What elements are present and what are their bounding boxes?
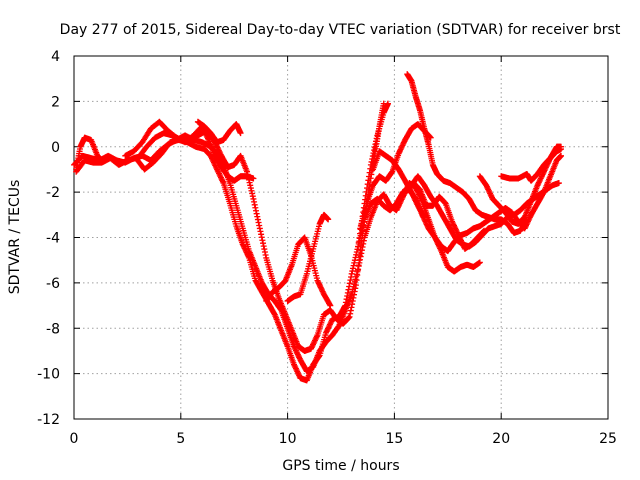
y-tick-label: -8 — [46, 321, 60, 337]
x-axis-label: GPS time / hours — [282, 458, 399, 474]
series-12 — [404, 71, 530, 236]
x-tick-label: 0 — [70, 431, 79, 447]
x-tick-label: 20 — [492, 431, 510, 447]
x-tick-label: 15 — [385, 431, 403, 447]
series-8 — [284, 211, 332, 305]
y-tick-label: -12 — [37, 412, 60, 428]
y-tick-label: -2 — [46, 185, 60, 201]
series-6 — [194, 118, 244, 146]
chart-title: Day 277 of 2015, Sidereal Day-to-day VTE… — [60, 22, 621, 38]
series-14 — [370, 148, 428, 221]
axis-ticks — [73, 55, 609, 420]
y-tick-label: -6 — [46, 276, 60, 292]
data-point — [237, 130, 244, 137]
y-axis-label: SDTVAR / TECUs — [7, 180, 23, 295]
series-13 — [410, 180, 488, 252]
data-point — [384, 100, 391, 107]
data-point — [558, 143, 565, 150]
y-tick-label: 0 — [51, 140, 60, 156]
y-tick-label: -10 — [37, 367, 60, 383]
data-point — [481, 227, 488, 234]
data-point — [558, 152, 565, 159]
series-2 — [73, 136, 565, 384]
data-point — [98, 157, 105, 164]
data-point — [250, 175, 257, 182]
y-tick-label: 2 — [51, 94, 60, 110]
data-point — [421, 214, 428, 221]
x-tick-label: 25 — [599, 431, 617, 447]
data-point — [325, 216, 332, 223]
x-tick-label: 5 — [176, 431, 185, 447]
data-point — [327, 302, 334, 309]
y-tick-labels: 4 2 0 -2 -4 -6 -8 -10 -12 — [37, 49, 60, 428]
x-tick-labels: 0 5 10 15 20 25 — [70, 431, 617, 447]
x-tick-label: 10 — [279, 431, 297, 447]
series-5 — [73, 134, 105, 173]
data-point — [555, 180, 562, 187]
data-series — [71, 71, 565, 384]
series-1 — [71, 132, 483, 375]
y-tick-label: -4 — [46, 231, 60, 247]
y-tick-label: 4 — [51, 49, 60, 65]
series-16 — [476, 143, 565, 227]
series-4 — [135, 100, 387, 354]
data-point — [476, 259, 483, 266]
grid-lines — [74, 56, 608, 419]
